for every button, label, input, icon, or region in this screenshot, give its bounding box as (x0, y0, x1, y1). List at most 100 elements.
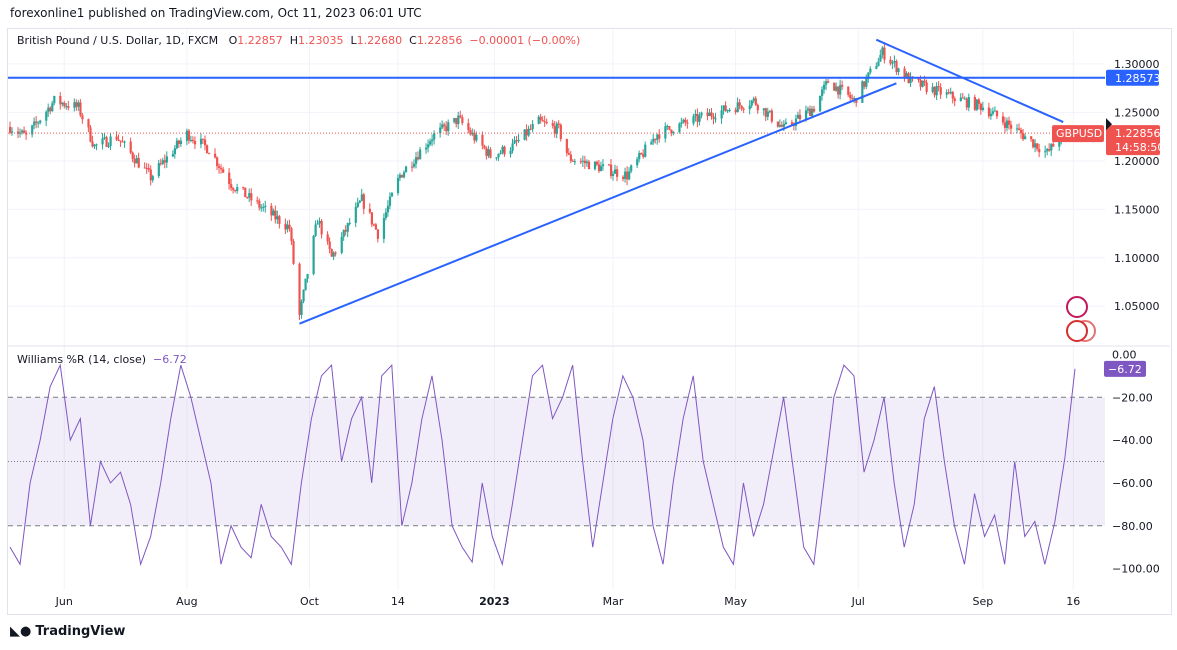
candle-body (1007, 120, 1011, 125)
hline-price-tag (1106, 69, 1159, 86)
candle-body (374, 224, 378, 230)
candle-body (109, 136, 112, 146)
candle-body (869, 68, 872, 73)
candle-body (469, 130, 472, 135)
candle-body (664, 126, 667, 139)
candle-body (39, 120, 42, 123)
candle-body (175, 140, 179, 149)
candle-body (925, 82, 928, 92)
candle-body (163, 160, 166, 163)
candle-body (87, 119, 90, 128)
tradingview-logo: ◣● TradingView (10, 624, 125, 639)
wr-value-text: −6.72 (1108, 363, 1142, 376)
candle-body (893, 61, 896, 63)
candle-body (388, 196, 392, 206)
candle-body (191, 139, 195, 142)
candle-body (358, 200, 361, 203)
candle-body (748, 105, 751, 110)
candle-body (9, 126, 12, 133)
price-arrow-icon (1106, 118, 1112, 131)
candle-body (123, 141, 126, 143)
downtrend-line (875, 38, 1064, 123)
candle-body (431, 139, 434, 142)
candle-body (467, 123, 470, 131)
candle-body (640, 153, 643, 155)
candle-body (302, 289, 305, 302)
price-axis-label: 1.15000 (1114, 203, 1160, 216)
time-axis-label: Jun (55, 595, 73, 608)
candle-body (81, 115, 84, 120)
candle-body (782, 124, 786, 127)
candle-body (1050, 143, 1053, 151)
candle-body (686, 122, 689, 124)
candle-body (768, 110, 771, 112)
candle-body (258, 200, 261, 208)
candle-body (340, 236, 343, 253)
candle-body (207, 153, 211, 155)
candle-body (232, 188, 235, 191)
candle-body (49, 107, 52, 112)
candle-body (975, 99, 979, 110)
candle-body (228, 172, 231, 185)
candle-body (443, 124, 446, 127)
time-axis-label: Oct (300, 595, 320, 608)
candle-body (853, 98, 856, 100)
open-label: O (228, 34, 238, 47)
candle-body (495, 157, 498, 159)
candle-body (284, 223, 287, 230)
candle-body (1016, 128, 1019, 130)
candle-body (402, 172, 406, 178)
candle-body (320, 220, 323, 235)
candle-body (537, 116, 540, 125)
published-caption: forexonline1 published on TradingView.co… (10, 6, 422, 20)
candle-body (441, 124, 444, 128)
candle-body (1038, 149, 1041, 153)
candle-body (290, 228, 293, 242)
candle-body (461, 117, 464, 124)
candle-body (216, 157, 219, 167)
candle-body (1036, 143, 1039, 150)
candle-body (810, 108, 814, 117)
candle-body (119, 140, 122, 142)
candle-body (825, 81, 828, 85)
candle-body (316, 223, 319, 225)
candle-body (199, 138, 203, 145)
candle-body (823, 84, 826, 90)
candle-body (79, 102, 82, 116)
candle-body (413, 163, 416, 167)
candle-body (967, 97, 970, 108)
candle-body (612, 173, 615, 176)
candle-body (328, 241, 331, 250)
candle-body (666, 125, 669, 127)
candle-body (368, 208, 371, 213)
candle-body (187, 130, 191, 141)
candle-body (101, 138, 104, 145)
candle-body (411, 166, 414, 168)
candle-body (678, 123, 681, 133)
candle-body (334, 252, 337, 254)
candle-body (670, 129, 673, 134)
candle-body (626, 171, 629, 180)
candle-body (819, 95, 822, 112)
candle-body (89, 127, 92, 142)
candle-body (867, 72, 870, 78)
candle-body (91, 141, 94, 147)
candle-body (417, 157, 420, 160)
candle-body (720, 110, 723, 119)
candle-body (756, 104, 759, 111)
candle-body (607, 164, 611, 166)
candle-body (137, 158, 140, 168)
candle-body (726, 110, 729, 112)
candle-body (306, 274, 309, 279)
candle-body (1018, 128, 1021, 130)
candle-body (579, 161, 583, 163)
candle-body (230, 184, 233, 189)
candle-body (145, 167, 148, 169)
candle-body (278, 216, 281, 224)
low-label: L (350, 34, 357, 47)
candle-body (708, 112, 711, 117)
candle-body (650, 142, 653, 145)
candle-body (473, 132, 476, 141)
candle-body (105, 137, 108, 147)
